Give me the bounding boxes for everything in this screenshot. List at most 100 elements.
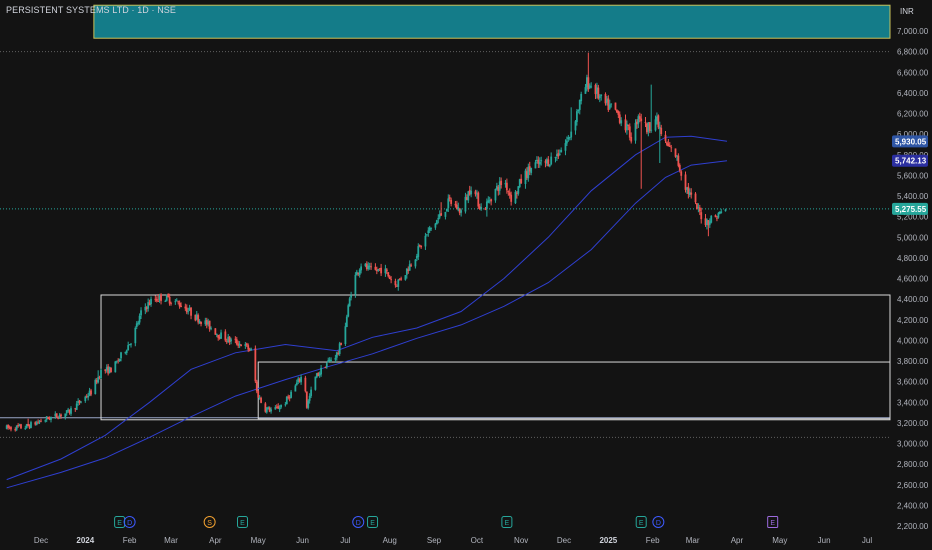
candle-body-342 (688, 192, 691, 196)
candle-body-63 (130, 343, 132, 345)
candle-body-281 (567, 137, 570, 140)
candle-body-152 (308, 395, 311, 401)
candle-body-24 (54, 413, 57, 417)
candle-body-274 (554, 157, 557, 158)
y-tick-label-14: 5,000.00 (897, 233, 929, 242)
candle-body-288 (580, 93, 583, 102)
candle-body-267 (538, 161, 541, 165)
event-letter-5: E (370, 520, 375, 527)
candle-body-122 (248, 349, 251, 351)
y-tick-label-13: 4,800.00 (897, 254, 929, 263)
candle-body-47 (98, 376, 101, 378)
candle-body-212 (428, 227, 431, 231)
candle-body-76 (157, 301, 160, 302)
candle-body-54 (114, 361, 117, 373)
candle-body-193 (390, 279, 393, 281)
candle-body-26 (57, 418, 60, 419)
candle-body-102 (208, 320, 211, 330)
candle-body-71 (147, 302, 150, 309)
y-tick-label-22: 6,600.00 (897, 68, 929, 77)
candle-body-314 (634, 122, 637, 141)
candle-body-17 (38, 421, 41, 423)
candle-body-180 (365, 263, 368, 270)
candle-body-213 (430, 227, 433, 229)
y-tick-label-20: 6,200.00 (897, 110, 929, 119)
x-tick-label-8: Aug (383, 536, 397, 545)
candle-body-88 (180, 305, 182, 308)
candle-body-117 (238, 343, 241, 346)
candle-body-303 (610, 103, 613, 105)
candle-body-4 (14, 429, 17, 431)
candle-body-273 (550, 156, 553, 165)
candle-body-344 (694, 193, 697, 203)
candle-body-255 (515, 193, 518, 194)
y-tick-label-19: 6,000.00 (897, 130, 929, 139)
y-tick-label-5: 3,200.00 (897, 419, 929, 428)
candle-body-150 (305, 391, 308, 408)
candle-body-282 (568, 136, 571, 138)
candle-body-137 (278, 407, 281, 410)
event-marker-6 (501, 516, 513, 528)
candle-body-343 (690, 192, 693, 195)
candle-body-198 (400, 278, 403, 280)
candle-body-291 (587, 77, 590, 90)
candle-body-18 (40, 420, 42, 422)
candle-body-129 (264, 403, 267, 412)
candle-body-186 (377, 268, 380, 271)
candle-body-217 (438, 214, 441, 218)
candle-body-283 (570, 131, 573, 138)
candle-body-11 (27, 423, 30, 426)
candle-body-64 (134, 327, 137, 344)
candle-body-31 (67, 409, 70, 411)
candle-body-264 (534, 162, 537, 169)
candle-body-12 (28, 425, 31, 429)
event-letter-0: E (117, 520, 122, 527)
candle-body-123 (250, 348, 252, 351)
candle-body-159 (324, 367, 327, 369)
candle-body-161 (327, 360, 330, 363)
candle-body-262 (528, 166, 531, 172)
candle-body-350 (706, 219, 708, 226)
candle-body-244 (494, 189, 497, 201)
candle-body-75 (155, 298, 158, 301)
candle-body-266 (537, 159, 540, 164)
candle-body-126 (257, 391, 260, 398)
candle-body-142 (288, 397, 291, 399)
candle-body-50 (105, 367, 108, 371)
y-tick-label-6: 3,400.00 (897, 398, 929, 407)
moving-average-slow (6, 160, 728, 489)
candle-body-141 (287, 396, 290, 398)
candle-body-72 (148, 302, 151, 306)
candle-body-241 (487, 200, 490, 203)
candle-body-246 (497, 187, 500, 192)
candle-body-235 (475, 193, 478, 195)
candle-body-41 (87, 395, 90, 398)
candle-body-352 (708, 221, 711, 225)
candle-body-19 (44, 420, 47, 422)
candle-body-347 (698, 207, 701, 212)
candle-body-110 (225, 341, 228, 343)
candle-body-317 (638, 116, 641, 119)
candle-body-185 (375, 269, 378, 272)
candle-body-87 (178, 302, 181, 307)
price-tag-0: 5,930.05 (895, 137, 927, 146)
candle-body-295 (596, 87, 598, 94)
event-letter-6: E (505, 520, 510, 527)
candle-body-287 (578, 100, 581, 110)
event-letter-2: S (207, 520, 212, 527)
x-tick-label-11: Nov (514, 536, 528, 545)
candle-body-53 (110, 367, 112, 373)
y-tick-label-11: 4,400.00 (897, 295, 929, 304)
candle-body-294 (594, 84, 597, 95)
candle-body-355 (716, 217, 718, 219)
candle-body-181 (367, 265, 370, 269)
candle-body-20 (45, 416, 48, 420)
candle-body-106 (217, 334, 220, 338)
candle-body-130 (265, 408, 268, 413)
candle-body-269 (544, 161, 547, 163)
candle-body-15 (35, 422, 38, 425)
price-tag-bg-2 (892, 202, 928, 215)
y-tick-label-15: 5,200.00 (897, 213, 929, 222)
candle-body-227 (458, 208, 461, 214)
